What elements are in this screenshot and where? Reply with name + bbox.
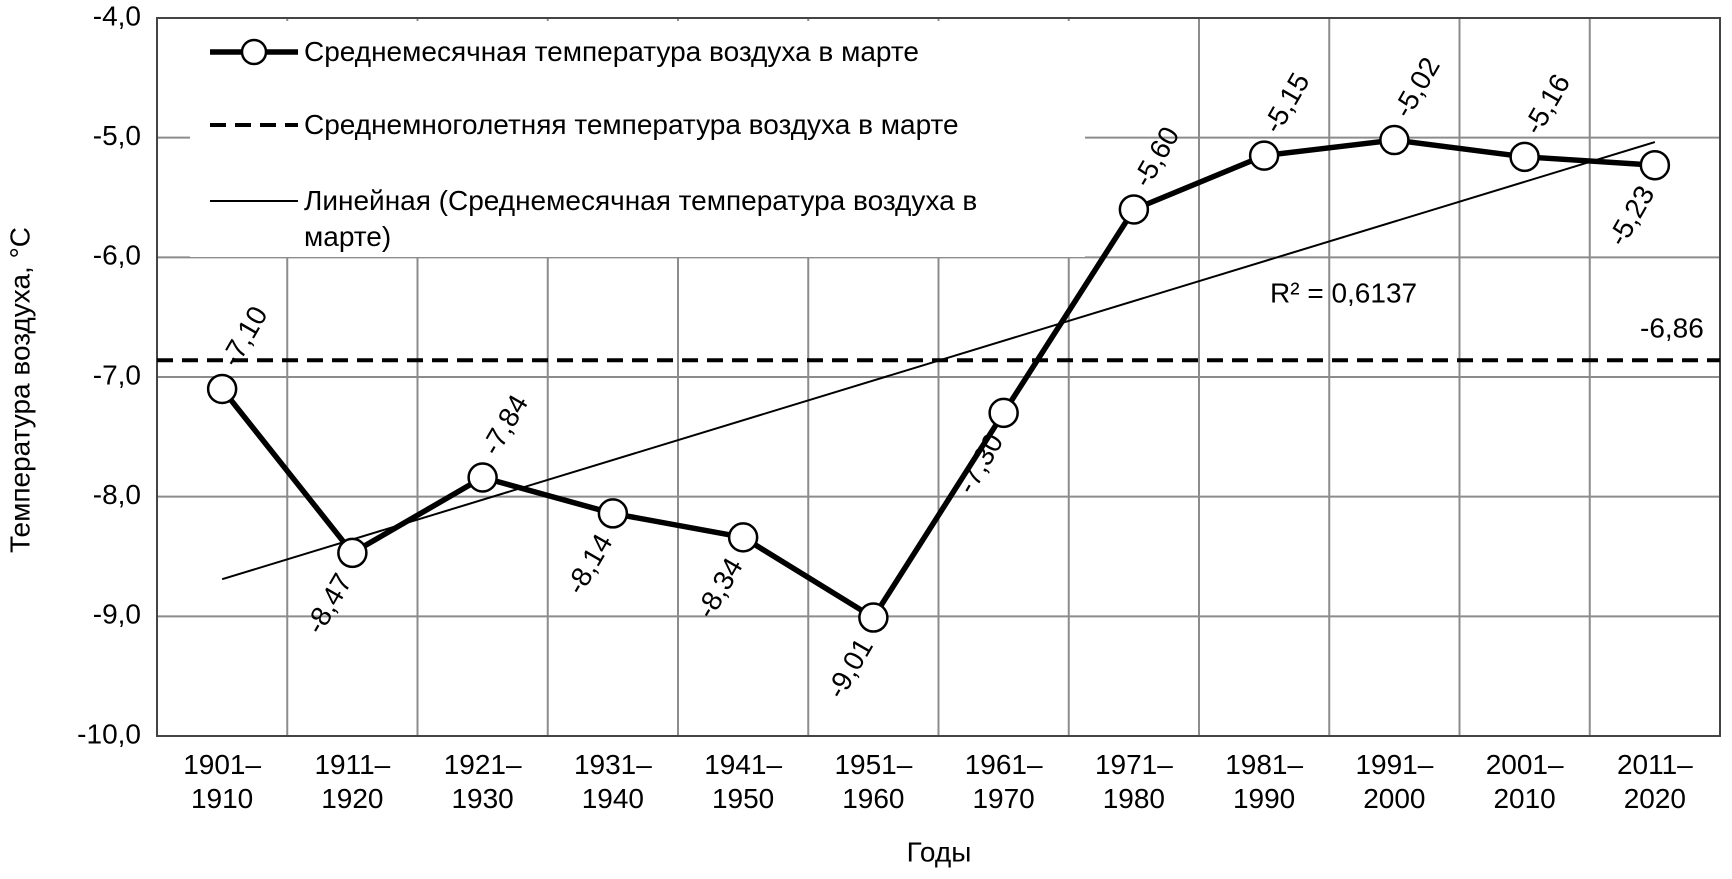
data-label: -8,34: [690, 553, 749, 624]
data-label: -5,15: [1257, 68, 1316, 139]
x-tick-label: 1921–1930: [443, 749, 522, 814]
data-point: [858, 602, 889, 633]
data-point: [1509, 141, 1540, 173]
legend-symbol: [240, 38, 268, 66]
data-label: -8,14: [560, 529, 619, 600]
legend-entry: Среднемесячная температура воздуха в мар…: [304, 36, 919, 67]
data-label: -9,01: [820, 633, 879, 704]
x-tick-label: 1951–1960: [834, 749, 913, 814]
data-point: [597, 498, 629, 529]
y-tick-label: -5,0: [93, 120, 141, 151]
y-tick-label: -8,0: [93, 479, 141, 510]
data-label: -5,23: [1602, 180, 1661, 251]
data-label: -7,30: [950, 428, 1009, 499]
legend-entry: Среднемноголетняя температура воздуха в …: [304, 109, 959, 140]
series-line: [219, 137, 1656, 621]
x-tick-label: 1991–2000: [1355, 749, 1434, 814]
data-label: -8,47: [299, 568, 358, 639]
y-tick-label: -6,0: [93, 240, 141, 271]
data-point: [337, 537, 368, 569]
data-point: [1639, 149, 1671, 181]
y-axis-label: Температура воздуха, °С: [4, 227, 35, 553]
y-tick-label: -4,0: [93, 0, 141, 31]
y-tick-label: -10,0: [77, 718, 141, 749]
data-label: -5,02: [1387, 52, 1446, 123]
data-point: [206, 373, 238, 405]
x-tick-label: 1981–1990: [1225, 749, 1304, 814]
trend-line: [221, 141, 1656, 581]
data-point: [1118, 194, 1150, 225]
legend-entry: Линейная (Среднемесячная температура воз…: [304, 185, 978, 252]
y-tick-label: -7,0: [93, 359, 141, 390]
data-label: -5,16: [1517, 69, 1576, 140]
x-tick-label: 1971–1980: [1094, 749, 1173, 814]
trend-annotation: R² = 0,6137: [1270, 277, 1417, 308]
data-label: -7,84: [475, 389, 534, 460]
data-point: [727, 522, 759, 553]
plot-border: [156, 17, 1721, 737]
x-tick-label: 1961–1970: [964, 749, 1043, 814]
y-tick-label: -9,0: [93, 599, 141, 630]
x-tick-label: 1911–1920: [314, 749, 391, 814]
x-tick-label: 2001–2010: [1485, 749, 1564, 814]
data-label: -5,60: [1127, 121, 1186, 192]
x-axis-label: Годы: [907, 836, 972, 867]
x-tick-label: 1931–1940: [573, 749, 652, 814]
data-point: [467, 462, 498, 493]
x-tick-label: 1901–1910: [183, 749, 262, 814]
x-tick-label: 1941–1950: [704, 749, 783, 814]
mean-label: -6,86: [1640, 313, 1704, 344]
data-point: [1248, 140, 1280, 171]
data-point: [988, 397, 1019, 429]
legend-box: [190, 21, 1085, 257]
data-point: [1379, 124, 1410, 156]
x-tick-label: 2011–2020: [1616, 749, 1693, 814]
